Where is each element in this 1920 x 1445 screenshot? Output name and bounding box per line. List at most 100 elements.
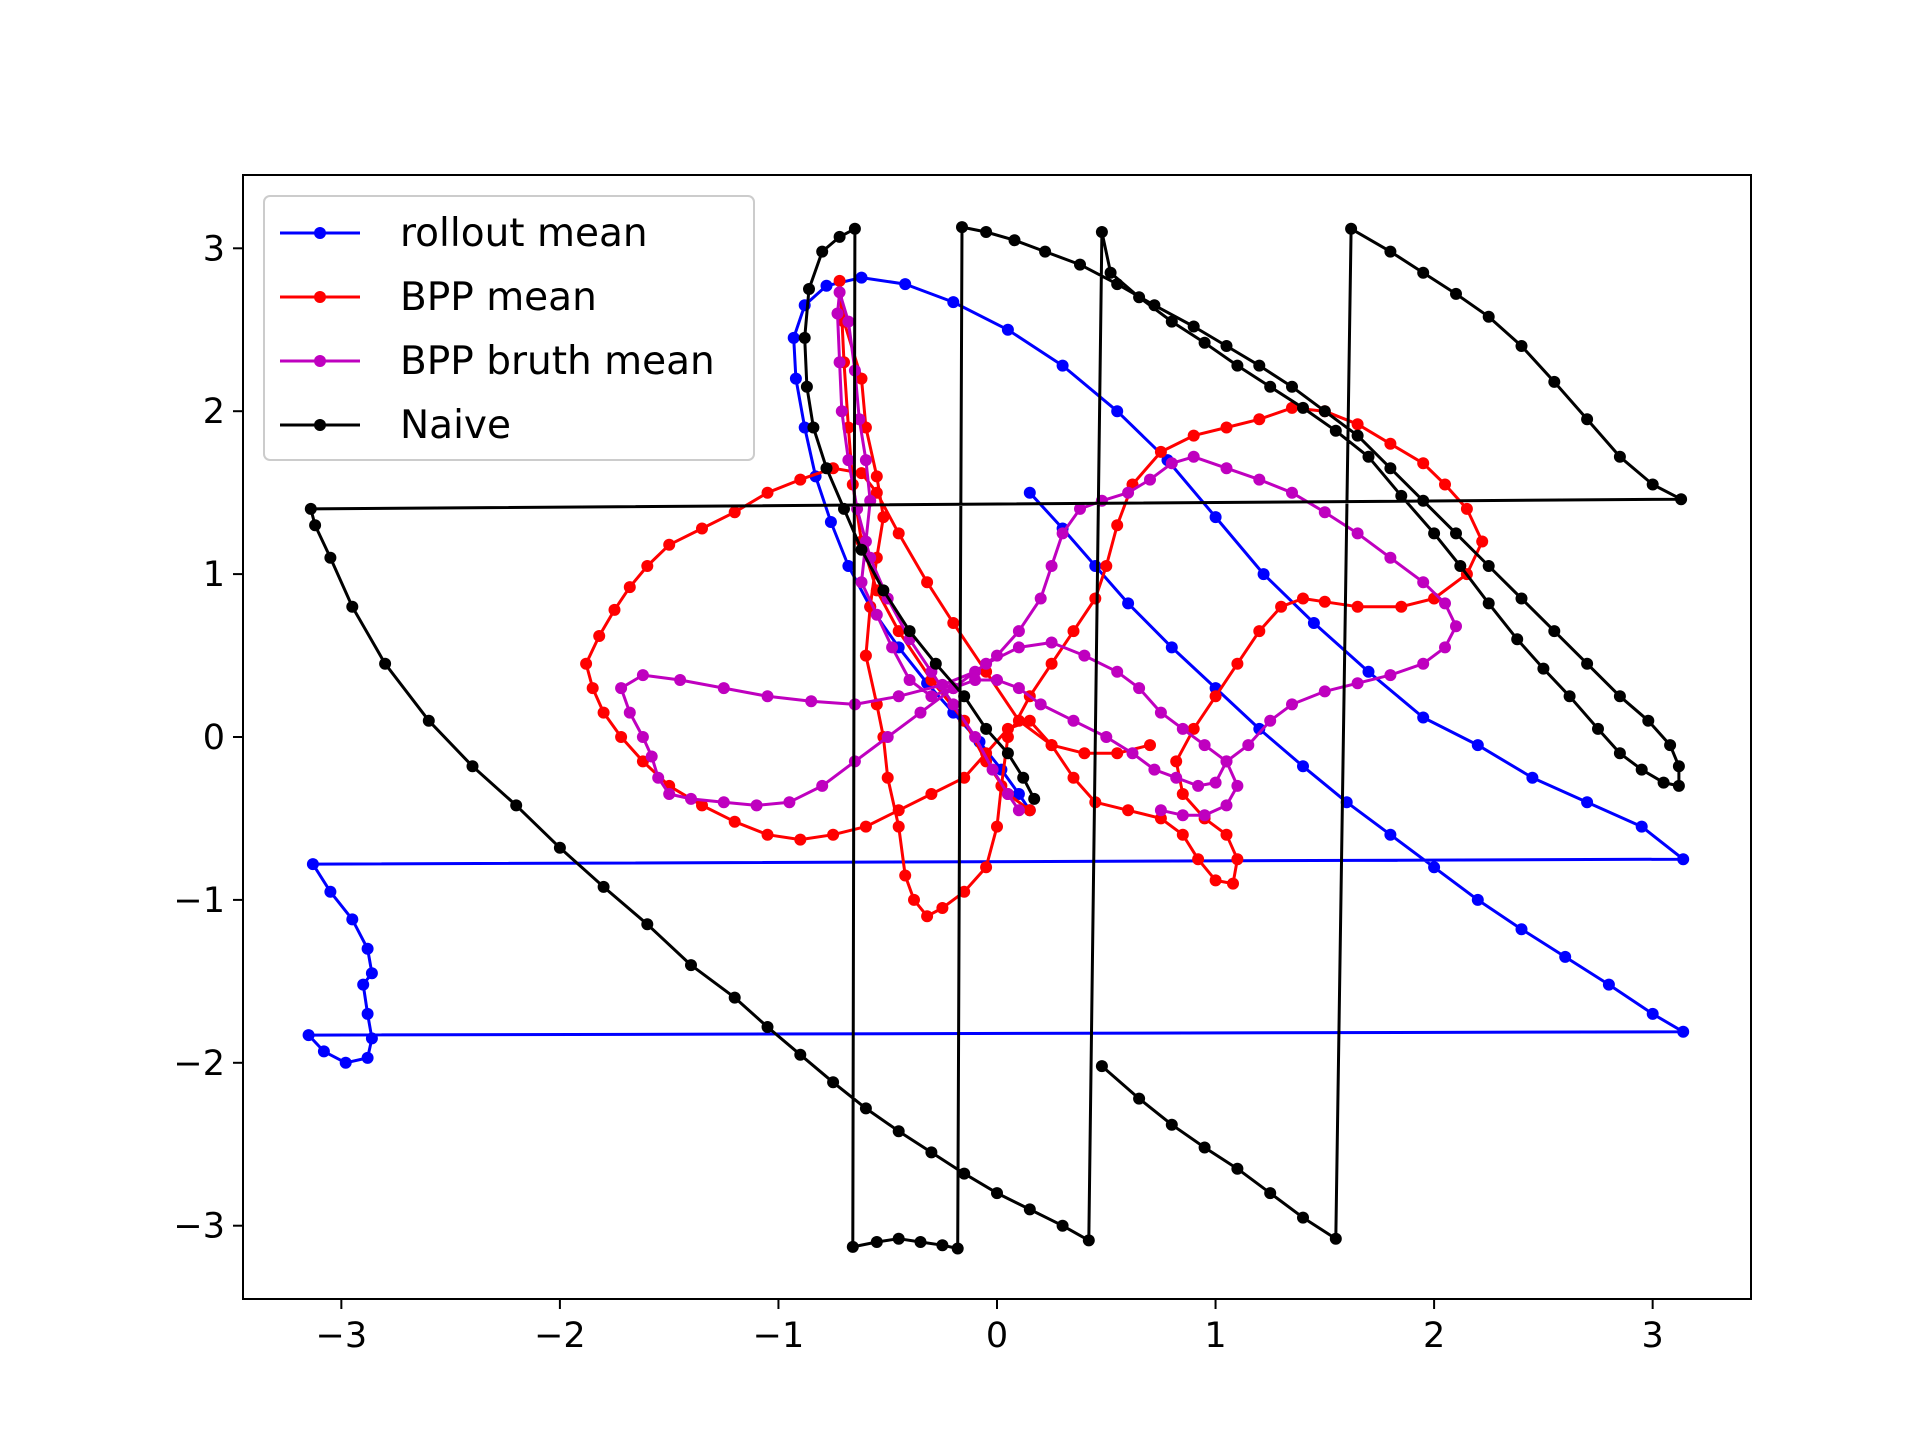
series-point — [1351, 527, 1364, 540]
series-point — [652, 771, 665, 784]
series-point — [1028, 792, 1041, 805]
series-point — [794, 833, 807, 846]
series-point — [881, 731, 894, 743]
series-point — [1122, 597, 1135, 610]
series-point — [1548, 625, 1561, 638]
series-naive — [304, 221, 1688, 1255]
series-point — [783, 796, 796, 809]
series-point — [1067, 714, 1080, 727]
x-tick-label: 0 — [986, 1316, 1008, 1356]
series-point — [1023, 486, 1036, 499]
series-point — [816, 245, 829, 258]
series-point — [580, 657, 593, 670]
series-point — [816, 779, 829, 792]
series-point — [1613, 747, 1626, 760]
series-point — [929, 657, 942, 670]
series-point — [1056, 527, 1069, 540]
series-point — [1515, 340, 1528, 352]
series-point — [636, 669, 649, 682]
series-point — [1548, 375, 1561, 388]
series-point — [1209, 776, 1222, 789]
series-point — [1672, 779, 1685, 792]
series-point — [936, 678, 949, 691]
series-point — [1144, 739, 1156, 752]
legend-item-bpp-bruth-mean: BPP bruth mean — [280, 339, 715, 384]
series-point — [1384, 669, 1397, 682]
series-point — [833, 230, 846, 243]
series-point — [663, 788, 676, 800]
series-point — [1001, 788, 1014, 800]
series-point — [361, 1051, 374, 1064]
series-point — [1384, 828, 1397, 841]
series-point — [1078, 747, 1091, 760]
series-point — [1318, 405, 1331, 418]
series-point — [1602, 978, 1615, 991]
series-point — [1192, 853, 1205, 866]
series-point — [597, 706, 610, 719]
legend-swatch-marker — [314, 419, 326, 431]
series-point — [1264, 714, 1277, 727]
series-point — [859, 820, 872, 833]
series-point — [324, 551, 337, 564]
series-point — [1318, 595, 1331, 608]
series-point — [1664, 739, 1677, 752]
series-point — [1439, 641, 1451, 654]
series-point — [324, 885, 337, 898]
x-axis: −3 −2 −1 0 1 2 3 — [316, 1299, 1664, 1356]
x-tick-label: 3 — [1642, 1316, 1664, 1356]
series-point — [615, 731, 628, 743]
series-point — [936, 1239, 949, 1252]
series-point — [991, 649, 1003, 662]
series-point — [958, 1167, 971, 1180]
series-point — [1231, 853, 1244, 866]
series-point — [980, 657, 993, 670]
series-point — [1677, 1025, 1690, 1038]
series-point — [1297, 592, 1309, 605]
series-point — [1253, 413, 1266, 426]
series-point — [1012, 804, 1025, 817]
series-point — [1056, 359, 1069, 372]
series-point — [1417, 266, 1430, 279]
series-point — [827, 1076, 840, 1089]
series-point — [1646, 1007, 1659, 1020]
series-point — [1045, 636, 1058, 649]
series-point — [1417, 576, 1430, 589]
series-point — [1351, 677, 1364, 690]
series-point — [1395, 600, 1408, 613]
series-point — [674, 674, 687, 686]
series-point — [1581, 657, 1594, 670]
series-point — [1417, 494, 1430, 507]
series-point — [1170, 771, 1183, 784]
series-point — [1001, 747, 1014, 760]
series-point — [1220, 421, 1233, 434]
series-point — [361, 942, 374, 955]
series-point — [969, 674, 982, 686]
series-point — [1253, 473, 1266, 486]
series-point — [1165, 641, 1178, 654]
series-point — [593, 630, 606, 642]
series-point — [1428, 861, 1441, 874]
series-point — [870, 1236, 883, 1248]
series-point — [586, 682, 599, 695]
series-point — [1439, 597, 1451, 610]
series-point — [892, 804, 905, 817]
series-point — [1078, 649, 1091, 662]
series-point — [346, 913, 359, 926]
series-point — [1351, 429, 1364, 442]
series-point — [1384, 462, 1397, 475]
series-point — [925, 788, 938, 800]
series-point — [1100, 731, 1113, 743]
series-point — [1307, 617, 1320, 629]
series-point — [1351, 418, 1364, 431]
x-tick-label: 1 — [1204, 1316, 1226, 1356]
series-point — [1089, 592, 1102, 605]
series-point — [1001, 323, 1014, 336]
series-point — [892, 1125, 905, 1138]
series-point — [855, 576, 868, 589]
series-point — [304, 502, 317, 515]
series-point — [1482, 597, 1495, 610]
series-point — [1154, 706, 1167, 719]
series-point — [991, 1187, 1003, 1200]
y-tick-label: −2 — [173, 1044, 225, 1084]
